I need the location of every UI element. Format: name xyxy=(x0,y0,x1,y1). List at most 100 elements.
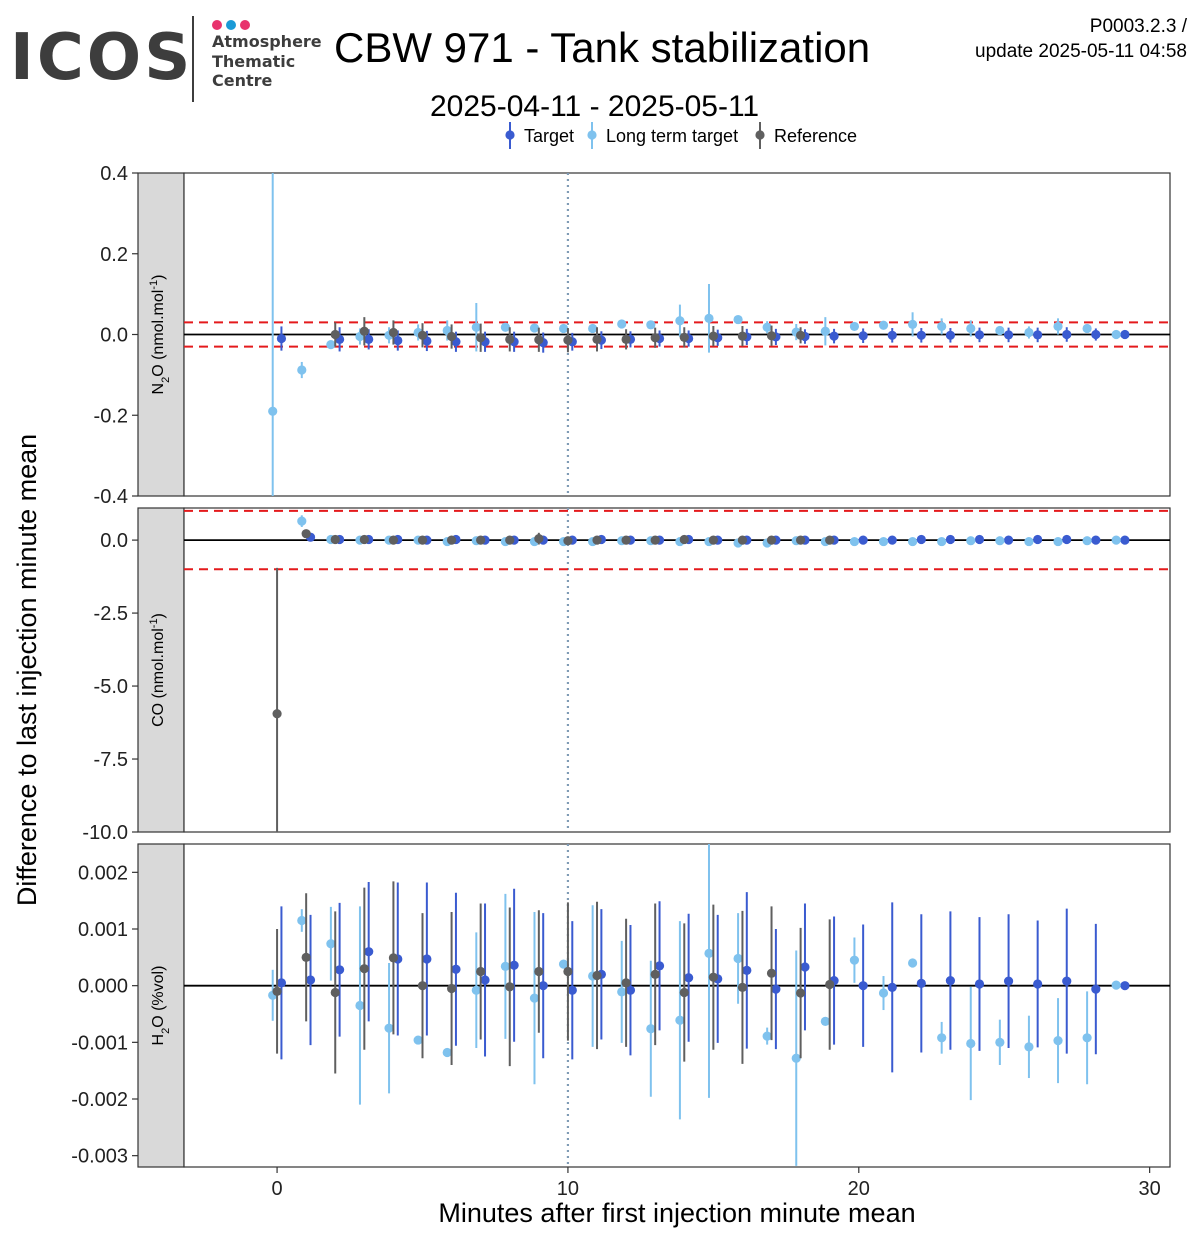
data-point-long-term-target xyxy=(558,323,569,334)
x-tick-label: 30 xyxy=(1139,1178,1161,1200)
data-point-target xyxy=(945,534,956,545)
data-point-reference xyxy=(708,535,718,545)
data-point-reference xyxy=(796,330,806,340)
legend-key-point xyxy=(505,130,515,140)
data-point-reference xyxy=(650,333,660,343)
data-point-reference xyxy=(737,331,748,341)
legend-key-point xyxy=(587,130,597,140)
data-point-long-term-target xyxy=(762,322,772,332)
data-point-long-term-target xyxy=(1082,323,1092,334)
data-point-long-term-target xyxy=(675,316,685,326)
data-point-reference xyxy=(359,964,369,974)
data-point-reference xyxy=(534,534,544,544)
data-point-long-term-target xyxy=(529,323,540,333)
panel-border xyxy=(183,507,1171,833)
data-point-long-term-target xyxy=(471,985,481,995)
panel-points xyxy=(268,844,1130,1166)
data-point-target xyxy=(364,334,374,344)
data-point-target xyxy=(305,975,316,985)
data-point-long-term-target xyxy=(1111,329,1121,340)
data-point-long-term-target xyxy=(326,339,336,350)
logo-line-1: Atmosphere xyxy=(212,32,322,51)
y-tick-label: -2.5 xyxy=(94,603,128,625)
version-label: P0003.2.3 / xyxy=(1089,16,1187,37)
data-point-long-term-target xyxy=(849,536,860,547)
data-point-long-term-target xyxy=(937,321,947,332)
data-point-target xyxy=(887,535,897,545)
data-point-target xyxy=(1003,535,1014,545)
data-point-target xyxy=(829,331,839,341)
data-point-long-term-target xyxy=(355,1000,365,1011)
data-point-reference xyxy=(650,969,660,979)
data-point-long-term-target xyxy=(937,1033,947,1043)
data-point-reference xyxy=(679,987,689,998)
data-point-long-term-target xyxy=(297,365,307,375)
data-point-reference xyxy=(446,983,457,994)
data-point-target xyxy=(480,975,490,985)
data-point-long-term-target xyxy=(704,948,714,958)
data-point-long-term-target xyxy=(878,536,889,547)
data-point-long-term-target xyxy=(995,325,1005,336)
data-point-reference xyxy=(592,334,602,344)
data-point-long-term-target xyxy=(500,322,510,332)
data-point-target xyxy=(1033,979,1043,989)
data-point-reference xyxy=(388,535,399,545)
data-point-reference xyxy=(592,970,602,981)
data-point-target xyxy=(1091,535,1101,545)
data-point-target xyxy=(1062,976,1072,986)
data-point-target xyxy=(684,973,694,983)
data-point-long-term-target xyxy=(704,313,714,323)
logo-text: Atmosphere Thematic Centre xyxy=(212,32,322,91)
data-point-reference xyxy=(330,329,340,340)
y-axis-label: Difference to last injection minute mean xyxy=(12,434,42,906)
logo-divider xyxy=(192,16,194,102)
data-point-reference xyxy=(476,333,486,343)
y-tick-label: -0.2 xyxy=(94,405,128,427)
panel-points xyxy=(268,173,1130,496)
data-point-long-term-target xyxy=(442,1047,452,1058)
data-point-target xyxy=(335,965,345,975)
data-point-long-term-target xyxy=(966,1038,976,1049)
data-point-long-term-target xyxy=(1024,536,1034,547)
data-point-long-term-target xyxy=(1053,321,1063,332)
data-point-long-term-target xyxy=(297,516,307,526)
data-point-reference xyxy=(825,979,835,990)
panel-3: H2O (%vol) -0.003 -0.002 -0.001 0.000 0.001 0.… xyxy=(71,843,1171,1168)
data-point-target xyxy=(916,978,926,989)
data-point-reference xyxy=(766,331,777,341)
data-point-target xyxy=(625,985,636,995)
data-point-reference xyxy=(621,334,631,344)
data-point-reference xyxy=(417,535,428,545)
chart-subtitle: 2025-04-11 - 2025-05-11 xyxy=(430,90,760,123)
data-point-reference xyxy=(796,535,806,545)
data-point-long-term-target xyxy=(907,319,918,330)
data-point-target xyxy=(858,981,868,991)
data-point-long-term-target xyxy=(646,320,656,330)
data-point-target xyxy=(567,985,577,995)
data-point-reference xyxy=(563,536,573,546)
data-point-long-term-target xyxy=(849,955,860,965)
logo-dot-1 xyxy=(212,20,222,30)
panel-strip xyxy=(137,507,185,833)
data-point-long-term-target xyxy=(529,993,540,1003)
data-point-reference xyxy=(679,332,689,342)
y-tick-label: -0.003 xyxy=(71,1146,128,1168)
update-label: update 2025-05-11 04:58 xyxy=(975,41,1187,62)
data-point-reference xyxy=(330,534,340,545)
y-tick-label: 0.4 xyxy=(100,163,128,185)
panel-strip-label: H2O (%vol) xyxy=(150,966,172,1046)
data-point-target xyxy=(887,982,897,992)
data-point-reference xyxy=(708,331,718,341)
y-tick-label: 0.001 xyxy=(78,919,128,941)
data-point-reference xyxy=(388,327,399,338)
data-point-reference xyxy=(272,986,282,996)
data-point-target xyxy=(945,330,956,340)
data-point-long-term-target xyxy=(471,322,481,332)
x-tick-label: 20 xyxy=(848,1178,870,1200)
data-point-target xyxy=(1091,984,1101,994)
data-point-long-term-target xyxy=(268,406,278,416)
data-point-reference xyxy=(476,535,486,545)
data-point-reference xyxy=(505,982,515,992)
x-axis-label: Minutes after first injection minute mea… xyxy=(438,1198,915,1228)
